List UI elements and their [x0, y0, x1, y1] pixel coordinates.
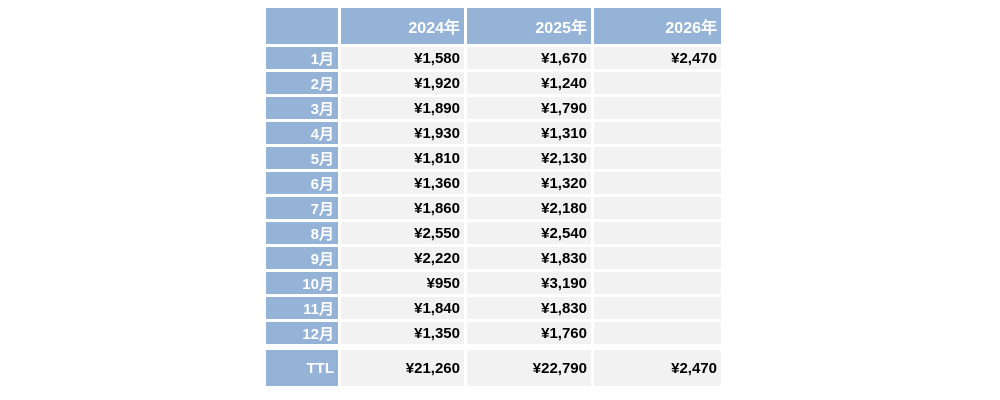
row-label: 2月 — [266, 72, 338, 94]
table-row-jun: 6月 ¥1,360 ¥1,320 — [266, 172, 721, 194]
value-cell-2024: ¥1,580 — [341, 47, 464, 69]
value-cell-2025: ¥1,670 — [467, 47, 591, 69]
table-row-sep: 9月 ¥2,220 ¥1,830 — [266, 247, 721, 269]
table-row-apr: 4月 ¥1,930 ¥1,310 — [266, 122, 721, 144]
row-label: 3月 — [266, 97, 338, 119]
value-cell-2024: ¥2,220 — [341, 247, 464, 269]
table-row-nov: 11月 ¥1,840 ¥1,830 — [266, 297, 721, 319]
table-row-oct: 10月 ¥950 ¥3,190 — [266, 272, 721, 294]
value-cell-2024: ¥1,930 — [341, 122, 464, 144]
table-row-mar: 3月 ¥1,890 ¥1,790 — [266, 97, 721, 119]
value-cell-2025: ¥1,760 — [467, 322, 591, 344]
value-cell-2026 — [594, 122, 721, 144]
value-cell-2024: ¥1,860 — [341, 197, 464, 219]
value-cell-2025: ¥1,240 — [467, 72, 591, 94]
value-cell-2024: ¥2,550 — [341, 222, 464, 244]
value-cell-2024: ¥1,840 — [341, 297, 464, 319]
value-cell-2025: ¥2,130 — [467, 147, 591, 169]
total-cell-2024: ¥21,260 — [341, 350, 464, 386]
value-cell-2024: ¥1,890 — [341, 97, 464, 119]
row-label: 6月 — [266, 172, 338, 194]
row-label: 7月 — [266, 197, 338, 219]
value-cell-2025: ¥1,310 — [467, 122, 591, 144]
value-cell-2026 — [594, 72, 721, 94]
row-label: 9月 — [266, 247, 338, 269]
row-label: 4月 — [266, 122, 338, 144]
table-row-jul: 7月 ¥1,860 ¥2,180 — [266, 197, 721, 219]
total-cell-2025: ¥22,790 — [467, 350, 591, 386]
value-cell-2026 — [594, 272, 721, 294]
table-header-row: 2024年 2025年 2026年 — [266, 8, 721, 44]
value-cell-2025: ¥1,830 — [467, 297, 591, 319]
value-cell-2026 — [594, 172, 721, 194]
column-header-2025: 2025年 — [467, 8, 591, 44]
value-cell-2025: ¥1,790 — [467, 97, 591, 119]
value-cell-2024: ¥1,810 — [341, 147, 464, 169]
value-cell-2025: ¥3,190 — [467, 272, 591, 294]
value-cell-2025: ¥1,830 — [467, 247, 591, 269]
row-label: 8月 — [266, 222, 338, 244]
value-cell-2025: ¥1,320 — [467, 172, 591, 194]
value-cell-2024: ¥1,920 — [341, 72, 464, 94]
value-cell-2026 — [594, 247, 721, 269]
total-row-label: TTL — [266, 350, 338, 386]
column-header-2026: 2026年 — [594, 8, 721, 44]
value-cell-2025: ¥2,180 — [467, 197, 591, 219]
table-row-feb: 2月 ¥1,920 ¥1,240 — [266, 72, 721, 94]
value-cell-2025: ¥2,540 — [467, 222, 591, 244]
value-cell-2026 — [594, 222, 721, 244]
value-cell-2026 — [594, 197, 721, 219]
value-cell-2024: ¥1,360 — [341, 172, 464, 194]
value-cell-2026 — [594, 322, 721, 344]
value-cell-2026: ¥2,470 — [594, 47, 721, 69]
row-label: 10月 — [266, 272, 338, 294]
corner-cell — [266, 8, 338, 44]
monthly-sales-table: 2024年 2025年 2026年 1月 ¥1,580 ¥1,670 ¥2,47… — [263, 5, 724, 389]
table-row-total: TTL ¥21,260 ¥22,790 ¥2,470 — [266, 350, 721, 386]
table-row-aug: 8月 ¥2,550 ¥2,540 — [266, 222, 721, 244]
value-cell-2026 — [594, 147, 721, 169]
total-cell-2026: ¥2,470 — [594, 350, 721, 386]
value-cell-2024: ¥1,350 — [341, 322, 464, 344]
column-header-2024: 2024年 — [341, 8, 464, 44]
row-label: 12月 — [266, 322, 338, 344]
table-row-may: 5月 ¥1,810 ¥2,130 — [266, 147, 721, 169]
row-label: 11月 — [266, 297, 338, 319]
table-row-jan: 1月 ¥1,580 ¥1,670 ¥2,470 — [266, 47, 721, 69]
row-label: 5月 — [266, 147, 338, 169]
value-cell-2026 — [594, 297, 721, 319]
value-cell-2024: ¥950 — [341, 272, 464, 294]
value-cell-2026 — [594, 97, 721, 119]
table-row-dec: 12月 ¥1,350 ¥1,760 — [266, 322, 721, 344]
row-label: 1月 — [266, 47, 338, 69]
